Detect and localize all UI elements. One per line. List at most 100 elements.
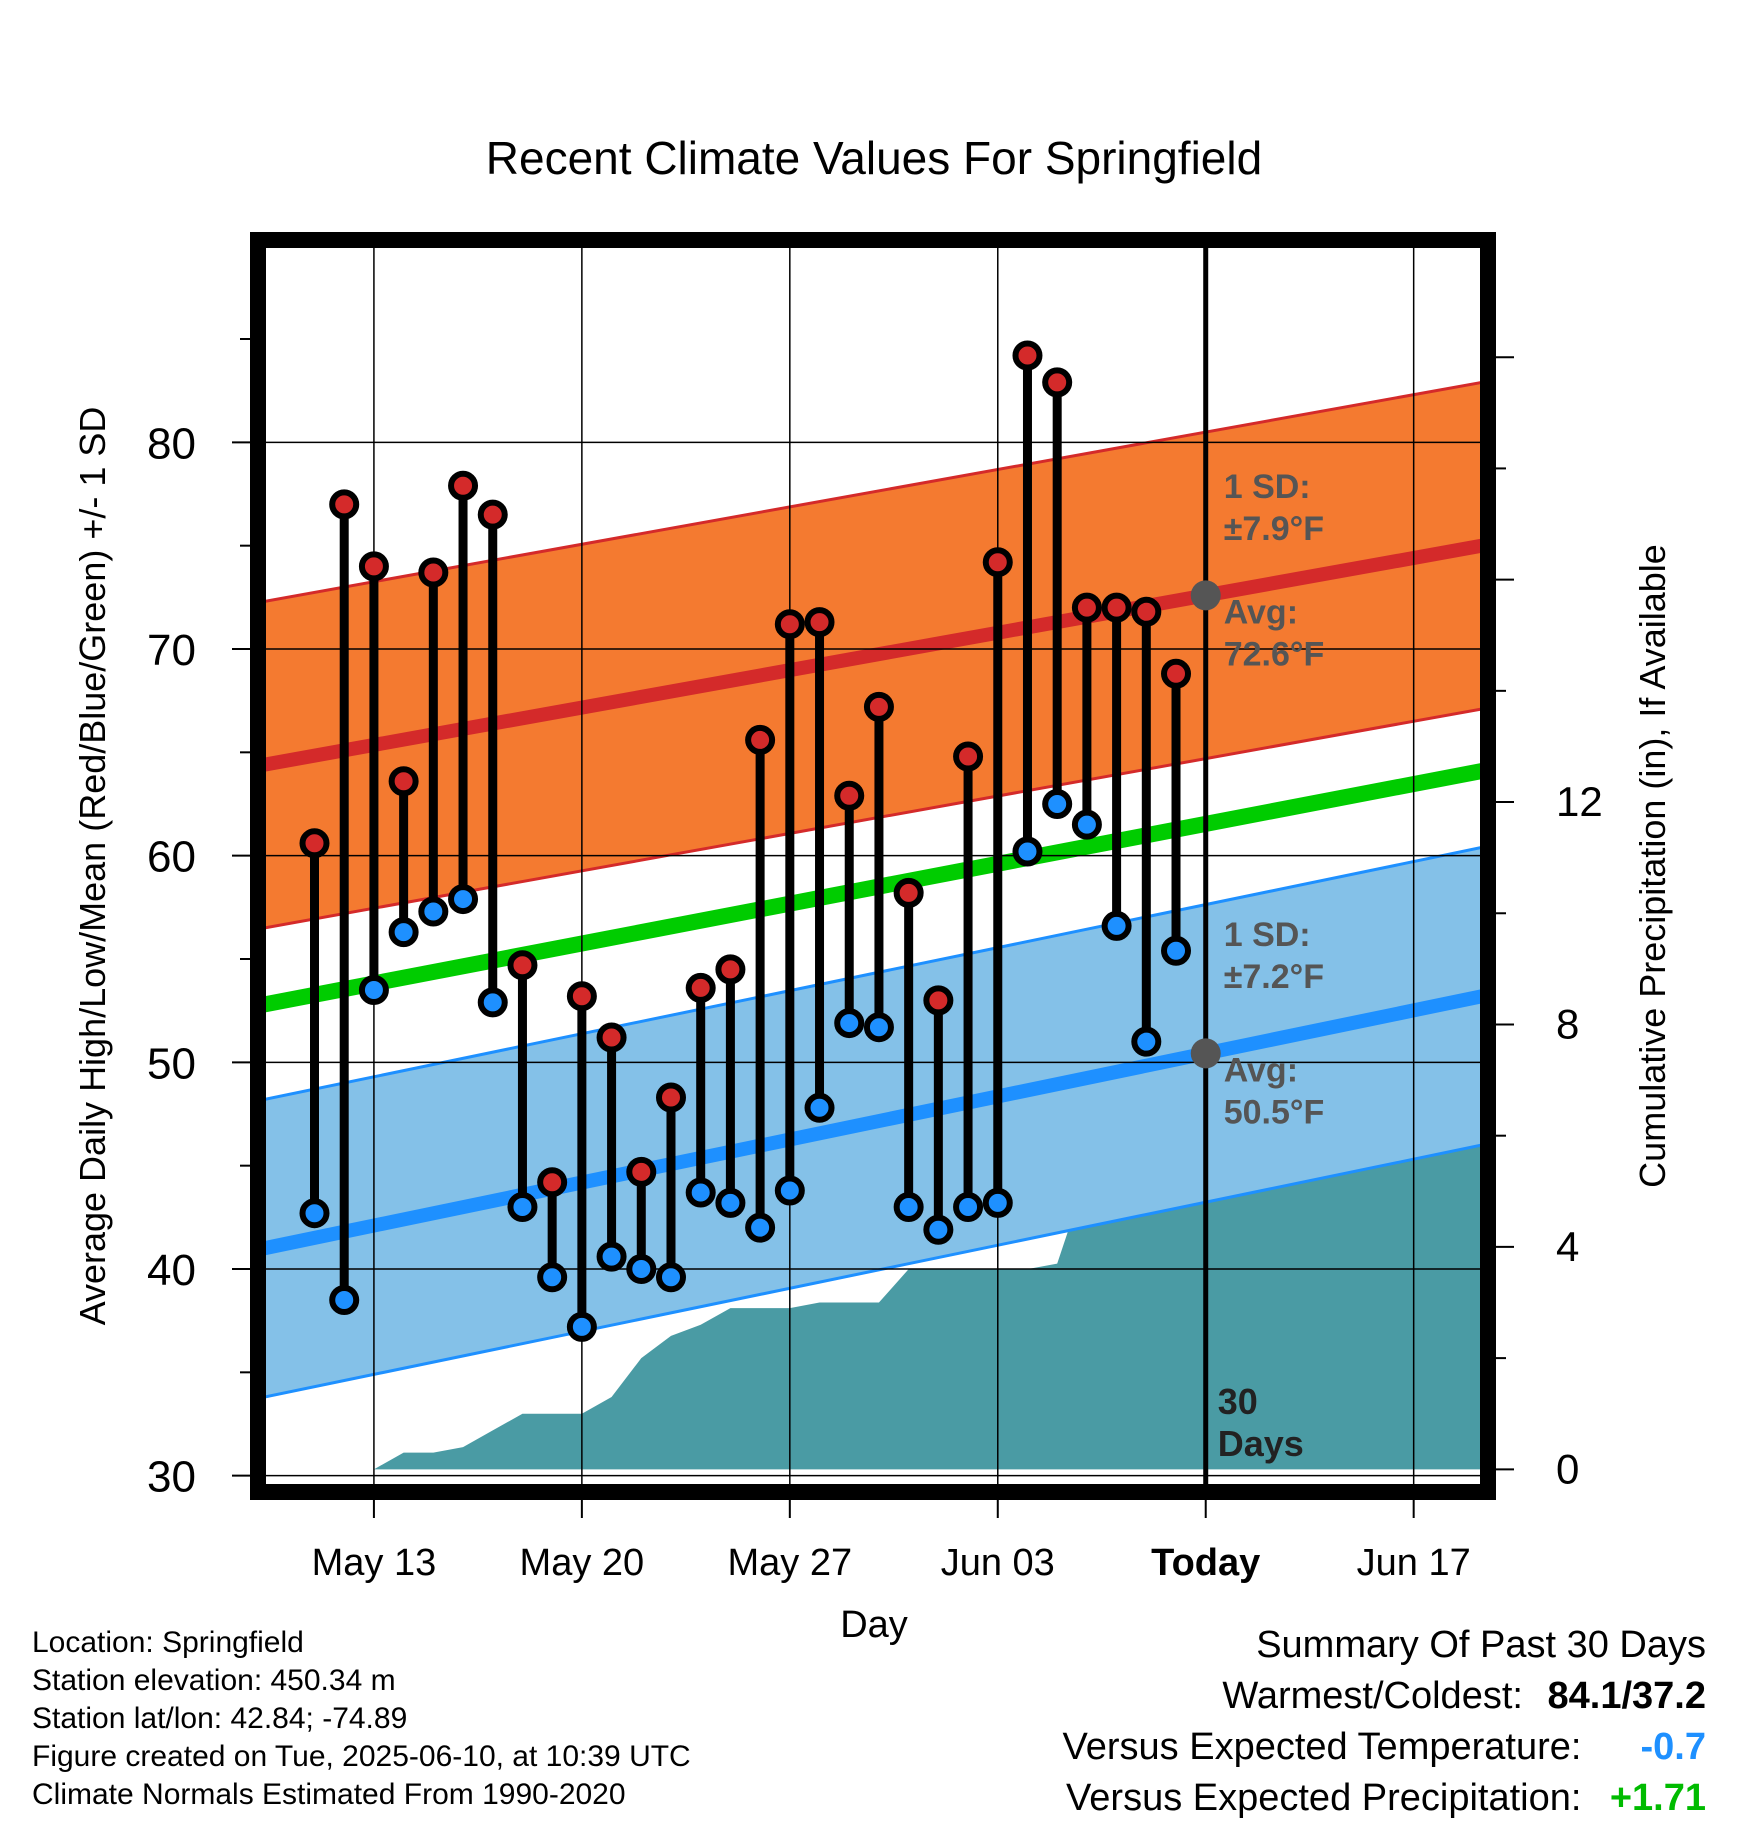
y-tick-label: 70 (147, 626, 196, 675)
daily-high-point (1071, 592, 1102, 623)
y-tick-label: 40 (147, 1246, 196, 1295)
daily-low-point (477, 987, 508, 1018)
temp-value: -0.7 (1640, 1726, 1706, 1768)
daily-low-point (329, 1285, 360, 1315)
x-tick-label: May 27 (728, 1542, 853, 1584)
daily-low-point (537, 1262, 568, 1293)
daily-high-point (982, 547, 1013, 578)
low-avg-annotation: Avg: (1224, 1051, 1298, 1089)
y2-tick-label: 8 (1556, 1000, 1579, 1047)
daily-low-point (626, 1254, 657, 1284)
normal-low-line (264, 989, 1482, 1256)
summary-precip: Versus Expected Precipitation: +1.71 (1063, 1773, 1706, 1824)
daily-low-point (953, 1192, 984, 1222)
summary-warm-cold: Warmest/Coldest: 84.1/37.2 (1063, 1671, 1706, 1722)
location-text: Location: Springfield (32, 1626, 304, 1659)
daily-low-point (745, 1212, 776, 1243)
daily-high-point (774, 609, 805, 640)
x-axis-label: Day (840, 1604, 908, 1646)
high-sd-annotation: 1 SD: (1224, 468, 1311, 506)
low-sd-annotation: 1 SD: (1224, 916, 1311, 954)
today-days-label: Days (1218, 1423, 1304, 1464)
daily-high-point (923, 985, 954, 1016)
summary-title: Summary Of Past 30 Days (1256, 1624, 1706, 1666)
daily-high-point (1131, 596, 1162, 627)
y-tick-label: 80 (147, 419, 196, 468)
x-tick-label: Jun 17 (1357, 1542, 1471, 1584)
daily-low-point (655, 1262, 686, 1293)
station-info: Location: Springfield Station elevation:… (32, 1624, 691, 1814)
daily-low-point (804, 1092, 835, 1123)
daily-low-point (923, 1214, 954, 1245)
daily-high-point (329, 489, 360, 520)
daily-low-point (388, 917, 419, 948)
daily-low-point (299, 1198, 330, 1229)
daily-low-point (448, 884, 479, 915)
daily-high-point (299, 828, 330, 859)
low-sd-annotation: ±7.2°F (1224, 958, 1324, 996)
daily-high-point (626, 1156, 657, 1187)
daily-low-point (834, 1008, 865, 1039)
daily-low-point (596, 1241, 627, 1272)
warm-cold-label: Warmest/Coldest: (1222, 1675, 1523, 1717)
low-avg-annotation: 50.5°F (1224, 1093, 1325, 1131)
daily-low-point (507, 1192, 538, 1222)
daily-high-point (834, 780, 865, 811)
daily-high-point (566, 981, 597, 1012)
plot-clip-group: 1 SD: ±7.9°F Avg: 72.6°F 1 SD: ±7.2°F Avg: 50.5… (264, 246, 1482, 1486)
precip-value: +1.71 (1609, 1777, 1706, 1819)
daily-high-point (1101, 592, 1132, 623)
daily-low-point (566, 1311, 597, 1342)
plot-area: 1 SD: ±7.9°F Avg: 72.6°F 1 SD: ±7.2°F Avg: 50.5… (147, 232, 1603, 1584)
daily-low-point (893, 1192, 924, 1222)
daily-high-point (418, 557, 449, 588)
daily-low-point (1042, 789, 1073, 819)
daily-high-point (1042, 367, 1073, 398)
high-avg-annotation: 72.6°F (1224, 635, 1325, 673)
daily-low-point (774, 1175, 805, 1206)
y-tick-label: 60 (147, 833, 196, 882)
today-high-marker (1190, 580, 1221, 611)
daily-high-point (388, 766, 419, 797)
chart-title: Recent Climate Values For Springfield (486, 132, 1262, 184)
daily-high-point (507, 950, 538, 981)
precip-label: Versus Expected Precipitation: (1066, 1777, 1582, 1819)
daily-high-point (953, 741, 984, 772)
x-tick-label: Jun 03 (941, 1542, 1055, 1584)
y-axis-label: Average Daily High/Low/Mean (Red/Blue/Gr… (72, 407, 113, 1326)
daily-high-point (655, 1082, 686, 1113)
y2-tick-label: 0 (1556, 1445, 1579, 1492)
daily-high-point (863, 691, 894, 722)
plot-frame (250, 232, 1496, 1500)
daily-high-point (477, 499, 508, 530)
daily-low-point (1071, 809, 1102, 840)
warm-cold-value: 84.1/37.2 (1547, 1675, 1706, 1717)
summary-panel: Summary Of Past 30 Days Warmest/Coldest:… (1063, 1620, 1706, 1824)
created-text: Figure created on Tue, 2025-06-10, at 10… (32, 1740, 691, 1773)
daily-high-point (596, 1022, 627, 1053)
daily-high-point (893, 877, 924, 908)
daily-high-point (1161, 658, 1192, 689)
daily-high-point (804, 607, 835, 638)
y-tick-label: 50 (147, 1039, 196, 1088)
low-band-upper-edge (264, 845, 1482, 1102)
y-tick-label: 30 (147, 1453, 196, 1502)
y2-tick-label: 4 (1556, 1223, 1579, 1270)
daily-high-point (537, 1167, 568, 1198)
elevation-text: Station elevation: 450.34 m (32, 1664, 396, 1697)
y2-tick-label: 12 (1556, 778, 1603, 825)
high-avg-annotation: Avg: (1224, 593, 1298, 631)
daily-high-point (448, 470, 479, 501)
high-sd-annotation: ±7.9°F (1224, 510, 1324, 548)
daily-high-point (685, 972, 716, 1003)
x-tick-label: May 13 (312, 1542, 437, 1584)
x-tick-label: May 20 (520, 1542, 645, 1584)
latlon-text: Station lat/lon: 42.84; -74.89 (32, 1702, 408, 1735)
daily-low-point (1161, 935, 1192, 966)
x-tick-label: Today (1151, 1542, 1260, 1584)
normals-text: Climate Normals Estimated From 1990-2020 (32, 1778, 626, 1811)
daily-low-point (418, 896, 449, 927)
today-days-label: 30 (1218, 1381, 1258, 1422)
temp-label: Versus Expected Temperature: (1062, 1726, 1582, 1768)
